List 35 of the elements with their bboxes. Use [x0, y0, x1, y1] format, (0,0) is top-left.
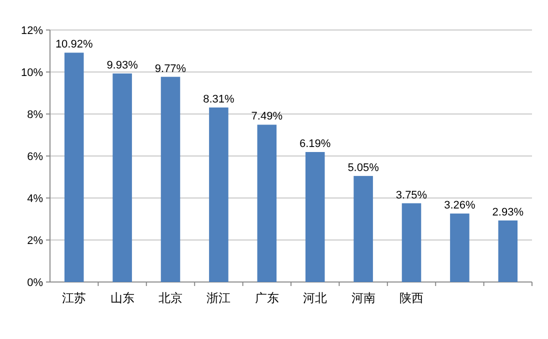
y-tick-label: 0%: [27, 277, 44, 289]
x-tick-label: 河南: [351, 291, 376, 305]
data-label: 5.05%: [348, 162, 380, 174]
x-tick-label: 江苏: [62, 291, 86, 305]
y-tick-label: 10%: [20, 67, 44, 79]
data-label: 8.31%: [203, 93, 235, 106]
y-tick-label: 12%: [20, 25, 44, 37]
bar: [209, 107, 228, 282]
data-label: 3.75%: [396, 189, 428, 202]
x-tick-label: 广东: [254, 291, 279, 305]
y-tick-label: 4%: [27, 193, 44, 205]
bar: [64, 52, 84, 282]
x-tick-label: 陕西: [400, 291, 424, 305]
bar: [450, 214, 470, 282]
data-label: 7.49%: [251, 110, 283, 123]
x-tick-label: 山东: [110, 291, 134, 305]
x-tick-label: 河北: [303, 291, 328, 305]
y-tick-label: 2%: [27, 235, 44, 247]
bar: [160, 76, 180, 282]
bar: [402, 203, 422, 282]
data-label: 9.93%: [106, 59, 138, 72]
data-label: 6.19%: [300, 138, 331, 150]
data-label: 2.93%: [492, 206, 524, 218]
x-tick-label: 北京: [158, 291, 182, 305]
bar: [498, 220, 518, 282]
data-label: 3.26%: [444, 200, 476, 212]
bar: [354, 176, 373, 282]
y-tick-label: 8%: [27, 109, 44, 121]
y-tick-label: 6%: [27, 151, 44, 163]
x-tick-label: 浙江: [206, 291, 231, 305]
data-label: 9.77%: [154, 62, 186, 75]
bar: [305, 152, 325, 282]
bar: [257, 124, 277, 282]
bar: [112, 73, 132, 282]
data-label: 10.92%: [55, 38, 93, 51]
